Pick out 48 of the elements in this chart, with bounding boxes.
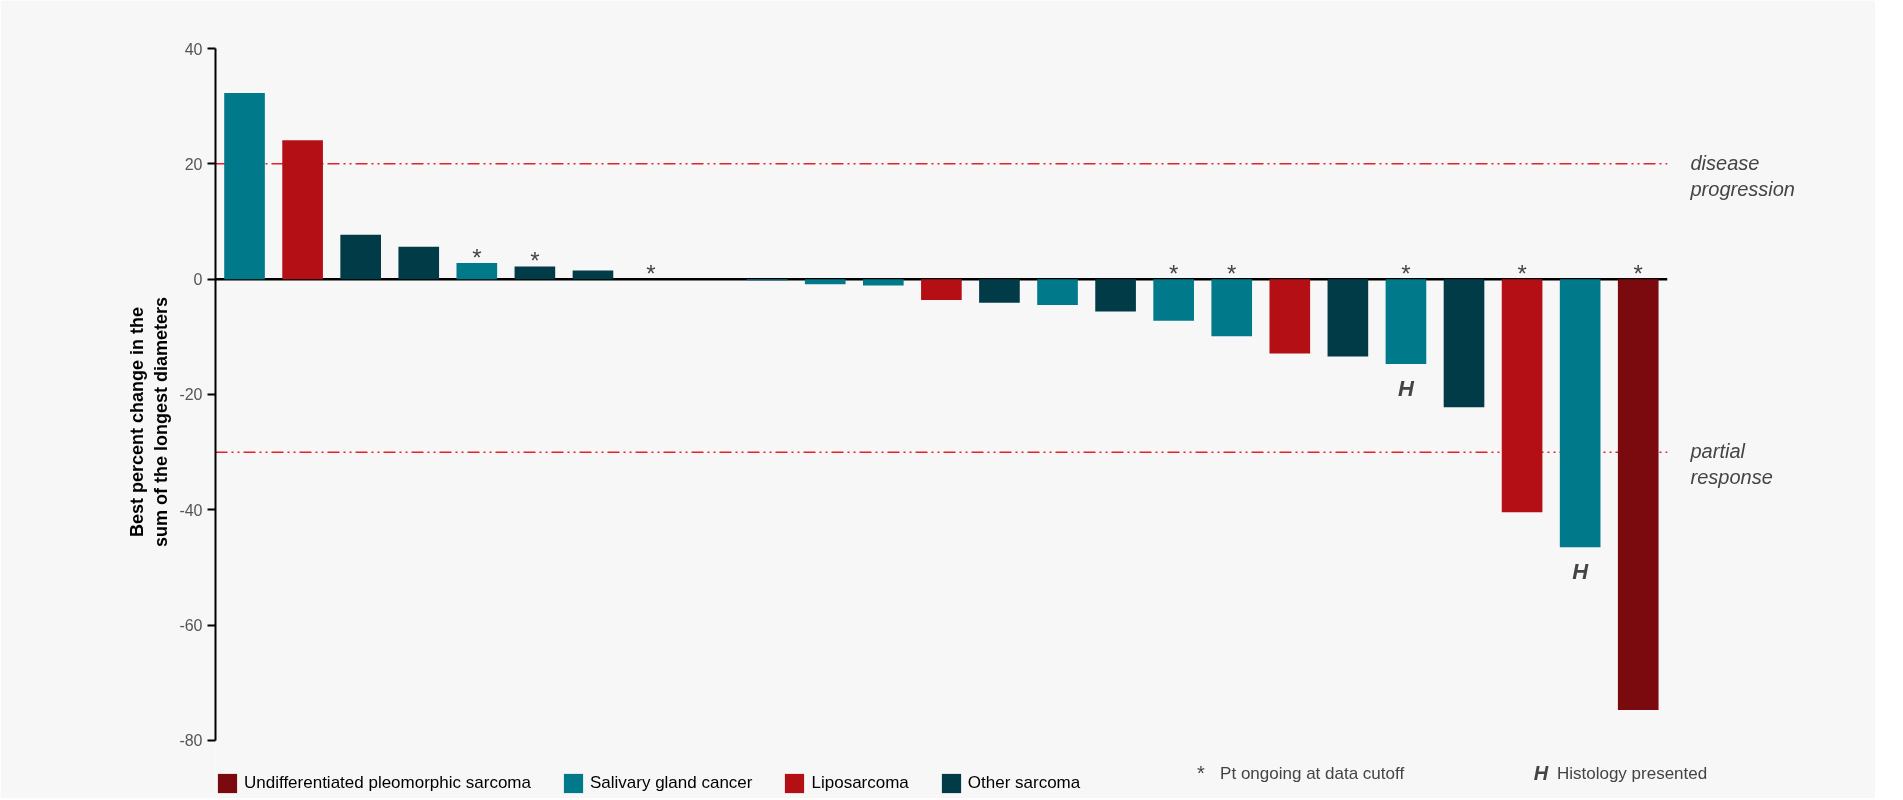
y-tick-label: -40: [179, 501, 203, 519]
bar: [1501, 279, 1543, 513]
bar: [282, 140, 323, 280]
data-label: *: [1401, 260, 1411, 288]
y-axis-title: Best percent change in the sum of the longest diameters: [127, 296, 172, 548]
bar: [1095, 279, 1136, 312]
annotation: H: [1397, 375, 1415, 401]
bar: [456, 263, 498, 280]
bar: [340, 234, 381, 280]
ref-line-label: partial response: [1689, 439, 1773, 489]
bar: [514, 266, 556, 280]
bar: [1153, 279, 1194, 321]
data-label: *: [472, 244, 482, 272]
legend-label: Liposarcoma: [811, 773, 909, 793]
data-label: *: [1227, 260, 1237, 288]
bar: [224, 92, 265, 280]
bar: [1559, 279, 1601, 548]
bar: [804, 279, 846, 285]
annotation: H: [1572, 559, 1590, 585]
y-tick-label: -80: [179, 732, 203, 750]
bar: [1037, 279, 1078, 306]
y-tick-label: 20: [184, 155, 203, 173]
bar: [1385, 279, 1427, 364]
y-tick-label: 0: [193, 271, 203, 289]
bar: [979, 279, 1020, 303]
bar: [1327, 279, 1369, 357]
bar: [398, 246, 440, 280]
text: * Pt ongoing at data cutoff: [1196, 762, 1405, 785]
bar: [1269, 279, 1311, 354]
bar: [1443, 279, 1485, 408]
bar: [1211, 279, 1253, 337]
bar: [862, 279, 904, 286]
bar: [1617, 279, 1659, 710]
data-label: *: [646, 260, 656, 288]
y-tick-label: 40: [184, 40, 203, 58]
bar: [921, 279, 962, 300]
y-tick-label: -60: [179, 617, 203, 635]
data-label: *: [1168, 260, 1179, 288]
legend-label: Other sarcoma: [967, 773, 1081, 793]
data-label: *: [530, 247, 540, 275]
y-tick-label: -20: [179, 386, 203, 404]
data-label: *: [1633, 260, 1643, 288]
data-label: *: [1517, 260, 1527, 288]
legend-label: Salivary gland cancer: [589, 773, 753, 793]
ref-line-label: disease progression: [1689, 151, 1795, 201]
text: H Histology presented: [1533, 762, 1708, 785]
legend-label: Undifferentiated pleomorphic sarcoma: [244, 773, 531, 793]
bar: [572, 270, 614, 280]
